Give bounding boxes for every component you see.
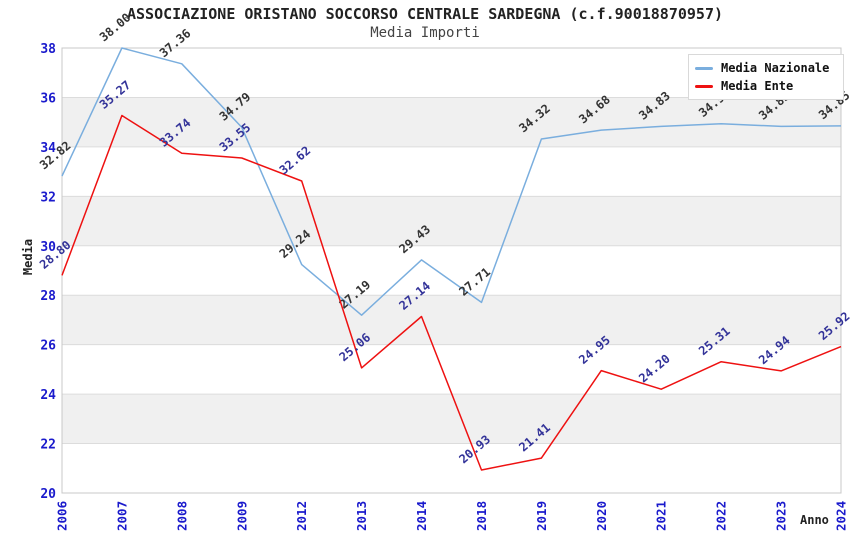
y-tick-label: 22 <box>40 438 56 453</box>
y-tick-label: 20 <box>40 487 56 502</box>
y-tick-label: 34 <box>40 141 56 156</box>
line-swatch-icon <box>695 66 713 70</box>
x-tick-label: 2012 <box>294 501 309 531</box>
y-tick-label: 26 <box>40 339 56 354</box>
y-tick-label: 24 <box>40 388 56 403</box>
plot-band <box>62 344 841 395</box>
plot-band <box>62 146 841 197</box>
chart-subtitle: Media Importi <box>370 25 480 41</box>
chart-title: ASSOCIAZIONE ORISTANO SOCCORSO CENTRALE … <box>126 5 724 23</box>
plot-band <box>62 245 841 296</box>
plot-band <box>62 443 841 493</box>
series-line-media-nazionale <box>61 47 842 316</box>
x-tick-label: 2009 <box>234 501 249 531</box>
series-line-media-ente <box>61 114 842 471</box>
x-tick-label: 2007 <box>114 501 129 531</box>
legend-label-media-ente: Media Ente <box>721 79 794 93</box>
plot-band <box>62 295 841 345</box>
plot-band <box>62 394 841 444</box>
x-tick-label: 2020 <box>594 501 609 531</box>
x-tick-label: 2021 <box>654 501 669 531</box>
legend: Media Nazionale Media Ente <box>688 54 844 100</box>
plot-band <box>62 196 841 246</box>
plot-band <box>62 97 841 147</box>
y-tick-label: 36 <box>40 91 56 106</box>
x-axis-title: Anno <box>800 513 829 527</box>
y-tick-label: 32 <box>40 190 56 205</box>
x-tick-label: 2023 <box>774 501 789 531</box>
x-tick-label: 2022 <box>714 501 729 531</box>
y-tick-label: 30 <box>40 240 56 255</box>
legend-item-media-nazionale: Media Nazionale <box>695 61 837 75</box>
x-tick-label: 2013 <box>354 501 369 531</box>
x-tick-label: 2008 <box>174 501 189 531</box>
plot-border <box>61 47 842 494</box>
line-swatch-icon <box>695 84 713 88</box>
y-axis-title: Media <box>21 238 35 276</box>
legend-label-media-nazionale: Media Nazionale <box>721 61 830 75</box>
x-tick-label: 2019 <box>534 501 549 531</box>
x-tick-label: 2024 <box>834 501 849 531</box>
legend-item-media-ente: Media Ente <box>695 79 837 93</box>
y-tick-label: 28 <box>40 289 56 304</box>
data-label: 38.00 <box>97 10 134 44</box>
x-tick-label: 2006 <box>55 501 70 531</box>
y-tick-label: 38 <box>40 42 56 57</box>
x-tick-label: 2014 <box>414 501 429 531</box>
x-tick-label: 2018 <box>474 501 489 531</box>
